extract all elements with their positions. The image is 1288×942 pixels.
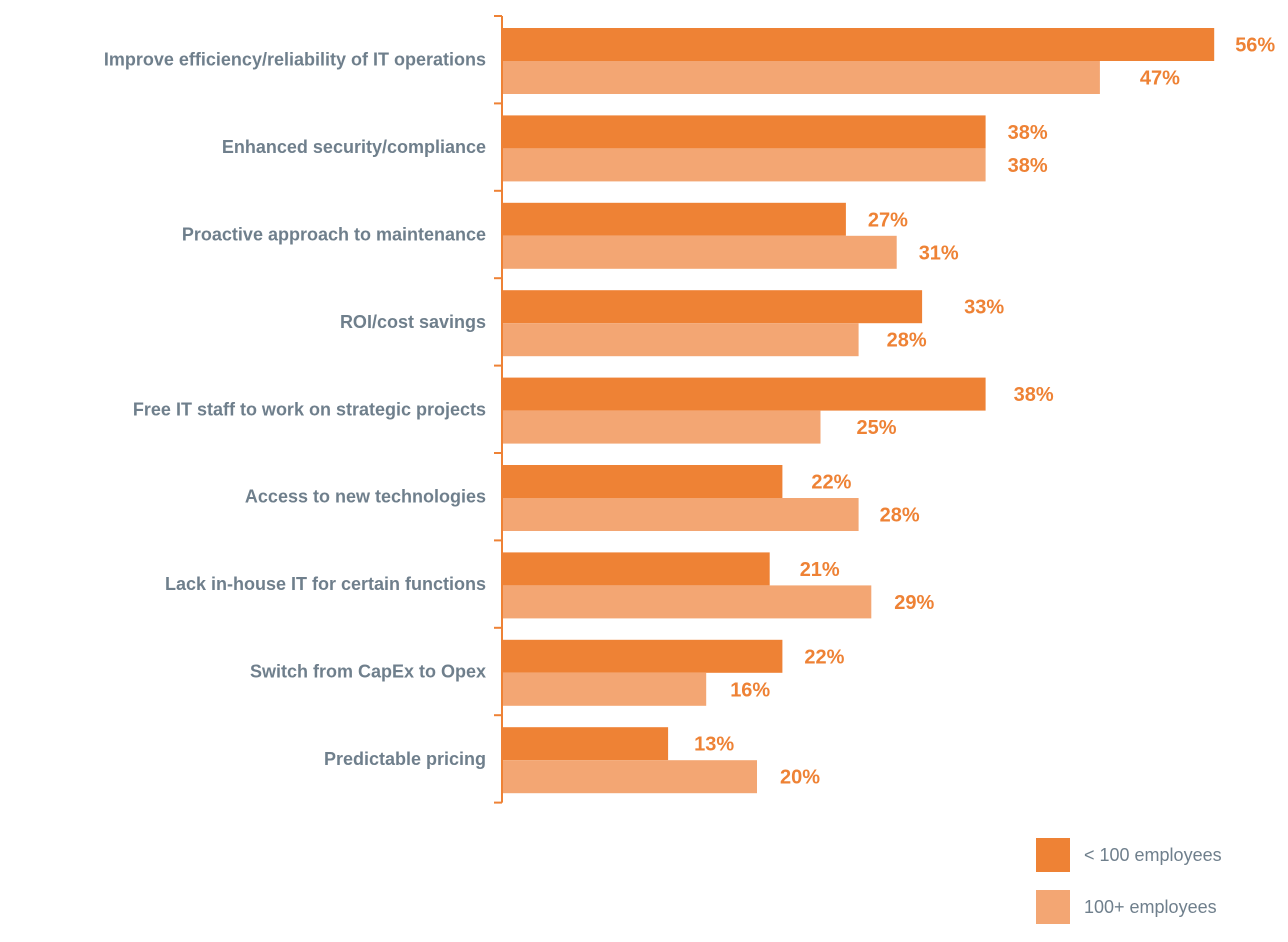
data-label: 56% — [1235, 35, 1275, 57]
legend-swatch — [1036, 838, 1070, 872]
data-label: 38% — [1008, 155, 1048, 177]
data-label: 29% — [894, 592, 934, 614]
category-label: Access to new technologies — [245, 487, 486, 507]
bar-large — [503, 410, 821, 444]
data-label: 21% — [800, 559, 840, 581]
legend-label: 100+ employees — [1084, 896, 1217, 917]
data-label: 31% — [919, 242, 959, 264]
bar-small — [503, 28, 1215, 61]
bar-small — [503, 115, 986, 149]
data-label: 22% — [804, 646, 844, 668]
category-label: Lack in-house IT for certain functions — [165, 574, 486, 594]
bar-small — [503, 202, 846, 236]
bar-large — [503, 323, 859, 357]
legend: < 100 employees 100+ employees — [1036, 838, 1222, 942]
data-label: 16% — [730, 679, 770, 701]
data-label: 13% — [694, 734, 734, 756]
bar-large — [503, 760, 757, 794]
legend-item-large-companies: 100+ employees — [1036, 890, 1222, 924]
data-label: 38% — [1008, 122, 1048, 144]
category-label: Predictable pricing — [324, 749, 486, 769]
data-label: 27% — [868, 209, 908, 231]
data-label: 28% — [887, 330, 927, 352]
category-label: Enhanced security/compliance — [222, 137, 486, 157]
bar-small — [503, 377, 986, 411]
data-label: 28% — [880, 505, 920, 527]
category-label: Free IT staff to work on strategic proje… — [133, 399, 486, 419]
bar-small — [503, 290, 923, 324]
bar-small — [503, 727, 669, 761]
category-label: ROI/cost savings — [340, 312, 486, 332]
data-label: 20% — [780, 767, 820, 789]
data-label: 25% — [857, 417, 897, 439]
legend-swatch — [1036, 890, 1070, 924]
data-label: 33% — [964, 297, 1004, 319]
bar-small — [503, 639, 783, 673]
data-label: 22% — [811, 472, 851, 494]
bar-large — [503, 585, 872, 619]
category-label: Switch from CapEx to Opex — [250, 662, 486, 682]
legend-label: < 100 employees — [1084, 844, 1222, 865]
legend-item-small-companies: < 100 employees — [1036, 838, 1222, 872]
data-label: 47% — [1140, 68, 1180, 90]
bar-large — [503, 235, 897, 269]
bar-large — [503, 61, 1100, 94]
category-label: Proactive approach to maintenance — [182, 225, 486, 245]
data-label: 38% — [1014, 384, 1054, 406]
category-label: Improve efficiency/reliability of IT ope… — [104, 50, 486, 70]
bar-small — [503, 465, 783, 498]
bar-large — [503, 672, 707, 706]
bar-large — [503, 498, 859, 531]
bar-chart: Improve efficiency/reliability of IT ope… — [104, 15, 1275, 804]
bar-large — [503, 148, 986, 182]
bar-small — [503, 552, 770, 586]
